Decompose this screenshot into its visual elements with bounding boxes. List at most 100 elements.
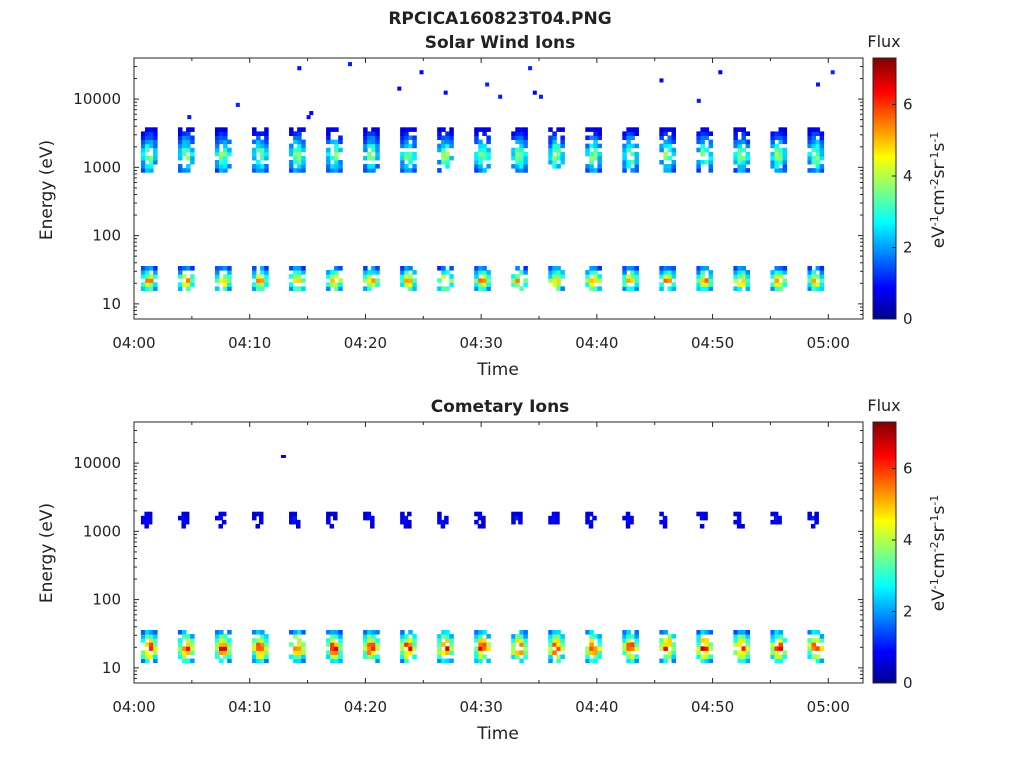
flux-cell — [301, 658, 306, 664]
flux-cell — [326, 155, 331, 161]
flux-cell — [443, 90, 448, 95]
flux-cell — [555, 515, 560, 521]
flux-cell — [367, 650, 372, 655]
flux-cell — [223, 274, 228, 279]
flux-cell — [741, 629, 746, 635]
flux-cell — [770, 286, 775, 291]
flux-cell — [556, 658, 561, 664]
flux-cell — [486, 270, 491, 275]
flux-cell — [301, 127, 306, 132]
x-tick-label: 04:30 — [460, 334, 503, 352]
flux-cell — [367, 654, 372, 660]
flux-cell — [486, 278, 491, 283]
flux-cell — [301, 629, 306, 635]
flux-cell — [667, 270, 672, 275]
flux-cell — [215, 151, 220, 157]
flux-cell — [297, 159, 302, 165]
flux-cell — [140, 135, 146, 141]
flux-cell — [807, 151, 812, 157]
flux-cell — [737, 155, 742, 161]
flux-cell — [441, 650, 446, 655]
flux-cell — [774, 155, 779, 161]
flux-cell — [449, 139, 454, 145]
flux-cell — [140, 164, 146, 169]
flux-cell — [256, 139, 261, 145]
flux-cell — [782, 147, 788, 153]
flux-cell — [659, 646, 664, 651]
flux-cell — [184, 519, 190, 525]
flux-cell — [140, 131, 146, 136]
flux-cell — [745, 270, 751, 275]
flux-cell — [153, 642, 158, 647]
flux-cell — [363, 131, 368, 136]
flux-cell — [182, 135, 187, 141]
flux-cell — [556, 127, 561, 132]
flux-cell — [622, 131, 627, 136]
flux-cell — [589, 638, 594, 643]
flux-cell — [482, 270, 487, 275]
flux-cell — [334, 642, 339, 647]
flux-cell — [177, 143, 183, 149]
flux-cell — [552, 135, 557, 141]
flux-cell — [404, 164, 409, 169]
flux-cell — [819, 638, 825, 643]
flux-cell — [408, 282, 413, 287]
flux-cell — [371, 654, 376, 660]
flux-cell — [367, 164, 372, 169]
flux-cell — [589, 135, 594, 141]
flux-cell — [819, 131, 825, 136]
flux-cell — [515, 135, 520, 141]
flux-cell — [782, 168, 788, 173]
flux-cell — [696, 147, 701, 153]
flux-cell — [256, 642, 261, 647]
flux-cell — [733, 511, 738, 517]
flux-cell — [219, 642, 224, 647]
flux-cell — [737, 168, 742, 173]
flux-cell — [515, 654, 520, 660]
flux-cell — [264, 131, 269, 136]
flux-cell — [449, 642, 454, 647]
flux-cell — [481, 523, 486, 529]
flux-cell — [585, 127, 590, 132]
flux-cell — [773, 511, 779, 517]
flux-cell — [745, 650, 751, 655]
flux-cell — [551, 519, 557, 525]
flux-cell — [153, 127, 158, 132]
flux-cell — [560, 646, 565, 651]
flux-cell — [252, 155, 257, 161]
flux-cell — [704, 629, 709, 635]
flux-cell — [147, 519, 153, 525]
flux-cell — [256, 650, 261, 655]
flux-cell — [556, 164, 561, 169]
flux-cell — [622, 286, 627, 291]
flux-cell — [622, 151, 627, 157]
flux-cell — [585, 515, 590, 521]
flux-cell — [523, 168, 528, 173]
flux-cell — [449, 127, 454, 132]
flux-cell — [334, 139, 339, 145]
flux-cell — [293, 135, 298, 141]
flux-cell — [441, 143, 446, 149]
flux-cell — [589, 164, 594, 169]
flux-cell — [297, 646, 302, 651]
flux-cell — [774, 650, 779, 655]
panel-title: Solar Wind Ions — [425, 33, 576, 53]
flux-cell — [518, 511, 523, 517]
flux-cell — [292, 515, 298, 521]
flux-cell — [700, 143, 705, 149]
flux-cell — [737, 164, 742, 169]
flux-cell — [186, 139, 191, 145]
flux-cell — [186, 650, 191, 655]
x-tick-label: 04:30 — [460, 698, 503, 716]
flux-cell — [371, 642, 376, 647]
flux-cell — [770, 164, 775, 169]
flux-cell — [548, 519, 553, 525]
flux-cell — [437, 286, 442, 291]
flux-cell — [404, 654, 409, 660]
flux-cell — [745, 634, 751, 639]
flux-cell — [696, 638, 701, 643]
flux-cell — [770, 654, 775, 660]
flux-cell — [223, 642, 228, 647]
flux-cell — [741, 278, 746, 283]
flux-cell — [737, 159, 742, 165]
